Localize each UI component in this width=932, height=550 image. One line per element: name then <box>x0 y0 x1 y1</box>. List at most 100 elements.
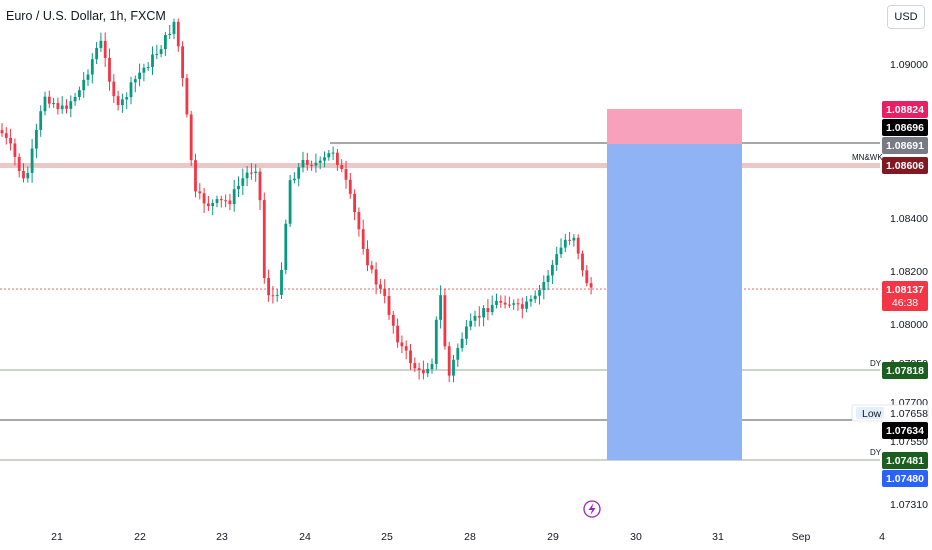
candle-body <box>90 59 94 75</box>
svg-text:1.07634: 1.07634 <box>886 425 924 437</box>
lightning-icon[interactable] <box>583 500 601 518</box>
candle-body <box>189 114 193 161</box>
x-tick: 28 <box>464 531 476 543</box>
candle-body <box>224 200 227 202</box>
candle-body <box>357 212 361 230</box>
candle-body <box>538 290 541 296</box>
candle-body <box>146 66 150 68</box>
candle-body <box>422 370 425 374</box>
candle-body <box>142 67 146 73</box>
position-stop-zone[interactable] <box>607 109 742 144</box>
candle-body <box>95 48 98 60</box>
candle-body <box>568 239 571 241</box>
candle-body <box>99 40 103 49</box>
candle-body <box>490 304 494 313</box>
price-badge: 1.07480 <box>882 470 928 487</box>
candle-body <box>353 193 356 213</box>
candle-body <box>133 79 137 83</box>
candle-body <box>207 203 210 207</box>
last-price-badge: 1.08137 46:38 <box>882 281 928 311</box>
candle-body <box>525 301 528 309</box>
candle-body <box>473 315 477 321</box>
candle-body <box>469 320 473 327</box>
candle-body <box>73 96 77 102</box>
candle-body <box>232 189 236 205</box>
candle-body <box>0 130 4 134</box>
x-tick: 30 <box>630 531 642 543</box>
candle-body <box>271 295 275 297</box>
x-axis[interactable]: 21 22 23 24 25 28 29 30 31 Sep 4 <box>51 531 885 543</box>
candle-body <box>327 153 331 158</box>
candle-body <box>430 363 434 370</box>
candle-body <box>288 180 292 224</box>
candle-body <box>460 338 464 349</box>
svg-text:46:38: 46:38 <box>892 297 918 309</box>
svg-text:1.08606: 1.08606 <box>886 160 924 172</box>
candle-body <box>159 49 163 54</box>
candle-body <box>323 157 326 161</box>
candle-body <box>155 53 159 55</box>
x-tick: 24 <box>299 531 311 543</box>
candle-body <box>533 295 537 300</box>
candle-body <box>280 269 283 295</box>
candle-body <box>198 191 202 194</box>
candle-body <box>572 237 576 241</box>
candle-body <box>434 319 438 364</box>
price-badge: 1.08691 <box>882 137 928 154</box>
candle-body <box>297 167 301 179</box>
candle-body <box>215 199 219 203</box>
position-target-zone[interactable] <box>607 144 742 460</box>
candle-body <box>563 239 567 248</box>
price-badge: 1.08606 <box>882 157 928 174</box>
candle-body <box>112 81 116 97</box>
candle-body <box>499 300 503 303</box>
candle-body <box>254 171 258 173</box>
svg-text:1.07481: 1.07481 <box>886 455 924 467</box>
candle-body <box>439 295 442 320</box>
x-tick: 21 <box>51 531 63 543</box>
candle-body <box>172 21 176 34</box>
candle-body <box>219 199 223 201</box>
y-tick: 1.07310 <box>890 499 928 511</box>
candle-body <box>125 97 129 100</box>
x-tick: 25 <box>381 531 393 543</box>
symbol-title[interactable]: Euro / U.S. Dollar, 1h, FXCM <box>6 9 166 23</box>
candle-body <box>176 21 180 47</box>
low-value: 1.07658 <box>890 408 928 420</box>
candle-body <box>56 103 60 110</box>
y-tick: 1.08400 <box>890 213 928 225</box>
x-tick: 31 <box>712 531 724 543</box>
candle-body <box>512 303 516 305</box>
candle-body <box>17 156 21 171</box>
svg-text:1.08691: 1.08691 <box>886 140 924 152</box>
candlestick-series <box>0 18 593 383</box>
candle-body <box>250 172 253 174</box>
y-tick: 1.08000 <box>890 319 928 331</box>
candle-body <box>336 152 339 166</box>
currency-button[interactable]: USD <box>887 5 925 29</box>
price-badge: 1.08696 <box>882 119 928 136</box>
price-badge: 1.07634 <box>882 422 928 439</box>
candle-body <box>211 202 215 207</box>
candle-body <box>456 348 460 360</box>
candle-body <box>344 168 348 180</box>
candle-body <box>516 303 520 305</box>
candle-body <box>194 160 197 192</box>
candle-body <box>60 105 64 110</box>
candle-body <box>65 105 68 109</box>
candle-body <box>508 304 511 306</box>
candle-body <box>383 288 387 296</box>
candle-body <box>293 178 296 181</box>
price-badge: 1.07818 <box>882 362 928 379</box>
candle-body <box>443 295 447 347</box>
y-tick: 1.09000 <box>890 59 928 71</box>
zone-mn-wk <box>0 163 880 168</box>
candle-body <box>168 33 172 36</box>
svg-text:1.07480: 1.07480 <box>886 473 924 485</box>
candle-body <box>400 342 404 347</box>
candle-body <box>426 369 430 374</box>
x-tick: 29 <box>547 531 559 543</box>
svg-text:1.07818: 1.07818 <box>886 365 924 377</box>
candle-body <box>69 101 73 109</box>
